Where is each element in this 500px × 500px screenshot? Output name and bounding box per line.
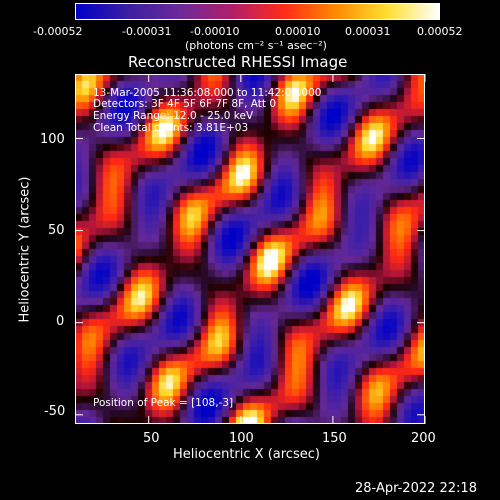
x-tick-label: 150 <box>322 431 347 446</box>
footer-timestamp: 28-Apr-2022 22:18 <box>355 481 477 496</box>
colorbar-tick-label: -0.00010 <box>190 25 240 38</box>
x-tick-label: 100 <box>229 431 254 446</box>
x-tick-label: 50 <box>143 431 160 446</box>
y-tick-label: 0 <box>56 314 65 329</box>
overlay-counts: Clean Total counts: 3.81E+03 <box>93 122 249 134</box>
colorbar-tick-label: -0.00052 <box>33 25 83 38</box>
y-tick-label: 50 <box>48 223 65 238</box>
overlay-time-range: 13-Mar-2005 11:36:08.000 to 11:42:08.000 <box>93 87 322 99</box>
colorbar-tick-label: 0.00052 <box>417 25 463 38</box>
y-tick-label: -50 <box>44 404 66 419</box>
x-tick-label: 200 <box>411 431 436 446</box>
y-axis-label: Heliocentric Y (arcsec) <box>17 176 33 323</box>
overlay-detectors: Detectors: 3F 4F 5F 6F 7F 8F, Att 0 <box>93 98 277 110</box>
colorbar-tick-label: 0.00010 <box>275 25 321 38</box>
colorbar-tick-label: -0.00031 <box>122 25 172 38</box>
rhessi-image <box>75 74 425 424</box>
colorbar-unit-label: (photons cm⁻² s⁻¹ asec⁻²) <box>185 39 327 52</box>
overlay-energy-range: Energy Range: 12.0 - 25.0 keV <box>93 110 254 122</box>
x-axis-label: Heliocentric X (arcsec) <box>173 447 320 462</box>
colorbar-tick-label: 0.00031 <box>345 25 391 38</box>
colorbar <box>75 3 440 20</box>
plot-title: Reconstructed RHESSI Image <box>128 53 348 71</box>
overlay-peak-position: Position of Peak = [108,-3] <box>93 397 234 409</box>
y-tick-label: 100 <box>40 132 65 147</box>
